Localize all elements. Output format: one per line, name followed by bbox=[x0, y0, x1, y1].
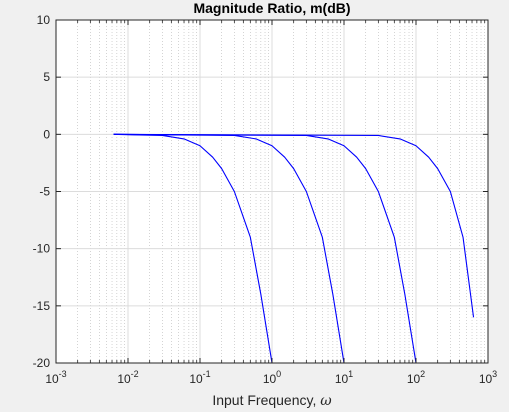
x-tick-label: 10-2 bbox=[117, 369, 138, 386]
x-tick-label: 100 bbox=[263, 369, 281, 386]
x-tick-exponent: -1 bbox=[203, 369, 211, 379]
x-tick-label: 101 bbox=[335, 369, 353, 386]
x-tick-label: 10-1 bbox=[189, 369, 210, 386]
x-tick-exponent: 2 bbox=[420, 369, 425, 379]
y-tick-label: 0 bbox=[43, 127, 50, 141]
series-layer bbox=[113, 133, 475, 364]
x-tick-label: 102 bbox=[407, 369, 425, 386]
chart-title: Magnitude Ratio, m(dB) bbox=[193, 0, 350, 16]
x-tick-base: 10 bbox=[117, 372, 131, 386]
x-tick-base: 10 bbox=[189, 372, 203, 386]
x-axis-label-symbol: ω bbox=[320, 393, 332, 409]
x-tick-base: 10 bbox=[479, 372, 493, 386]
x-tick-exponent: 0 bbox=[276, 369, 281, 379]
x-axis-label: Input Frequency, ω bbox=[212, 392, 332, 409]
y-tick-label: -20 bbox=[33, 356, 51, 370]
magnitude-curve bbox=[113, 133, 475, 318]
x-tick-base: 10 bbox=[407, 372, 421, 386]
y-tick-labels: 10 5 0 -5 -10 -15 -20 bbox=[33, 13, 51, 370]
major-grid bbox=[56, 20, 488, 363]
x-tick-base: 10 bbox=[263, 372, 277, 386]
x-tick-base: 10 bbox=[335, 372, 349, 386]
magnitude-curve bbox=[113, 133, 273, 364]
y-tick-label: 5 bbox=[43, 70, 50, 84]
magnitude-curve bbox=[113, 133, 345, 364]
y-tick-label: -15 bbox=[33, 299, 51, 313]
y-tick-label: -10 bbox=[33, 242, 51, 256]
x-tick-base: 10 bbox=[45, 372, 59, 386]
x-tick-labels: 10-3 10-2 10-1 100 101 102 103 bbox=[45, 369, 497, 386]
x-tick-label: 10-3 bbox=[45, 369, 66, 386]
x-tick-label: 103 bbox=[479, 369, 497, 386]
x-axis-label-text: Input Frequency, bbox=[212, 392, 320, 408]
y-tick-label: 10 bbox=[37, 13, 51, 27]
magnitude-curve bbox=[113, 133, 417, 364]
x-tick-exponent: -3 bbox=[59, 369, 67, 379]
y-tick-label: -5 bbox=[39, 185, 50, 199]
x-tick-exponent: 3 bbox=[492, 369, 497, 379]
x-tick-exponent: -2 bbox=[131, 369, 139, 379]
axis-ticks bbox=[55, 19, 489, 364]
x-tick-exponent: 1 bbox=[348, 369, 353, 379]
